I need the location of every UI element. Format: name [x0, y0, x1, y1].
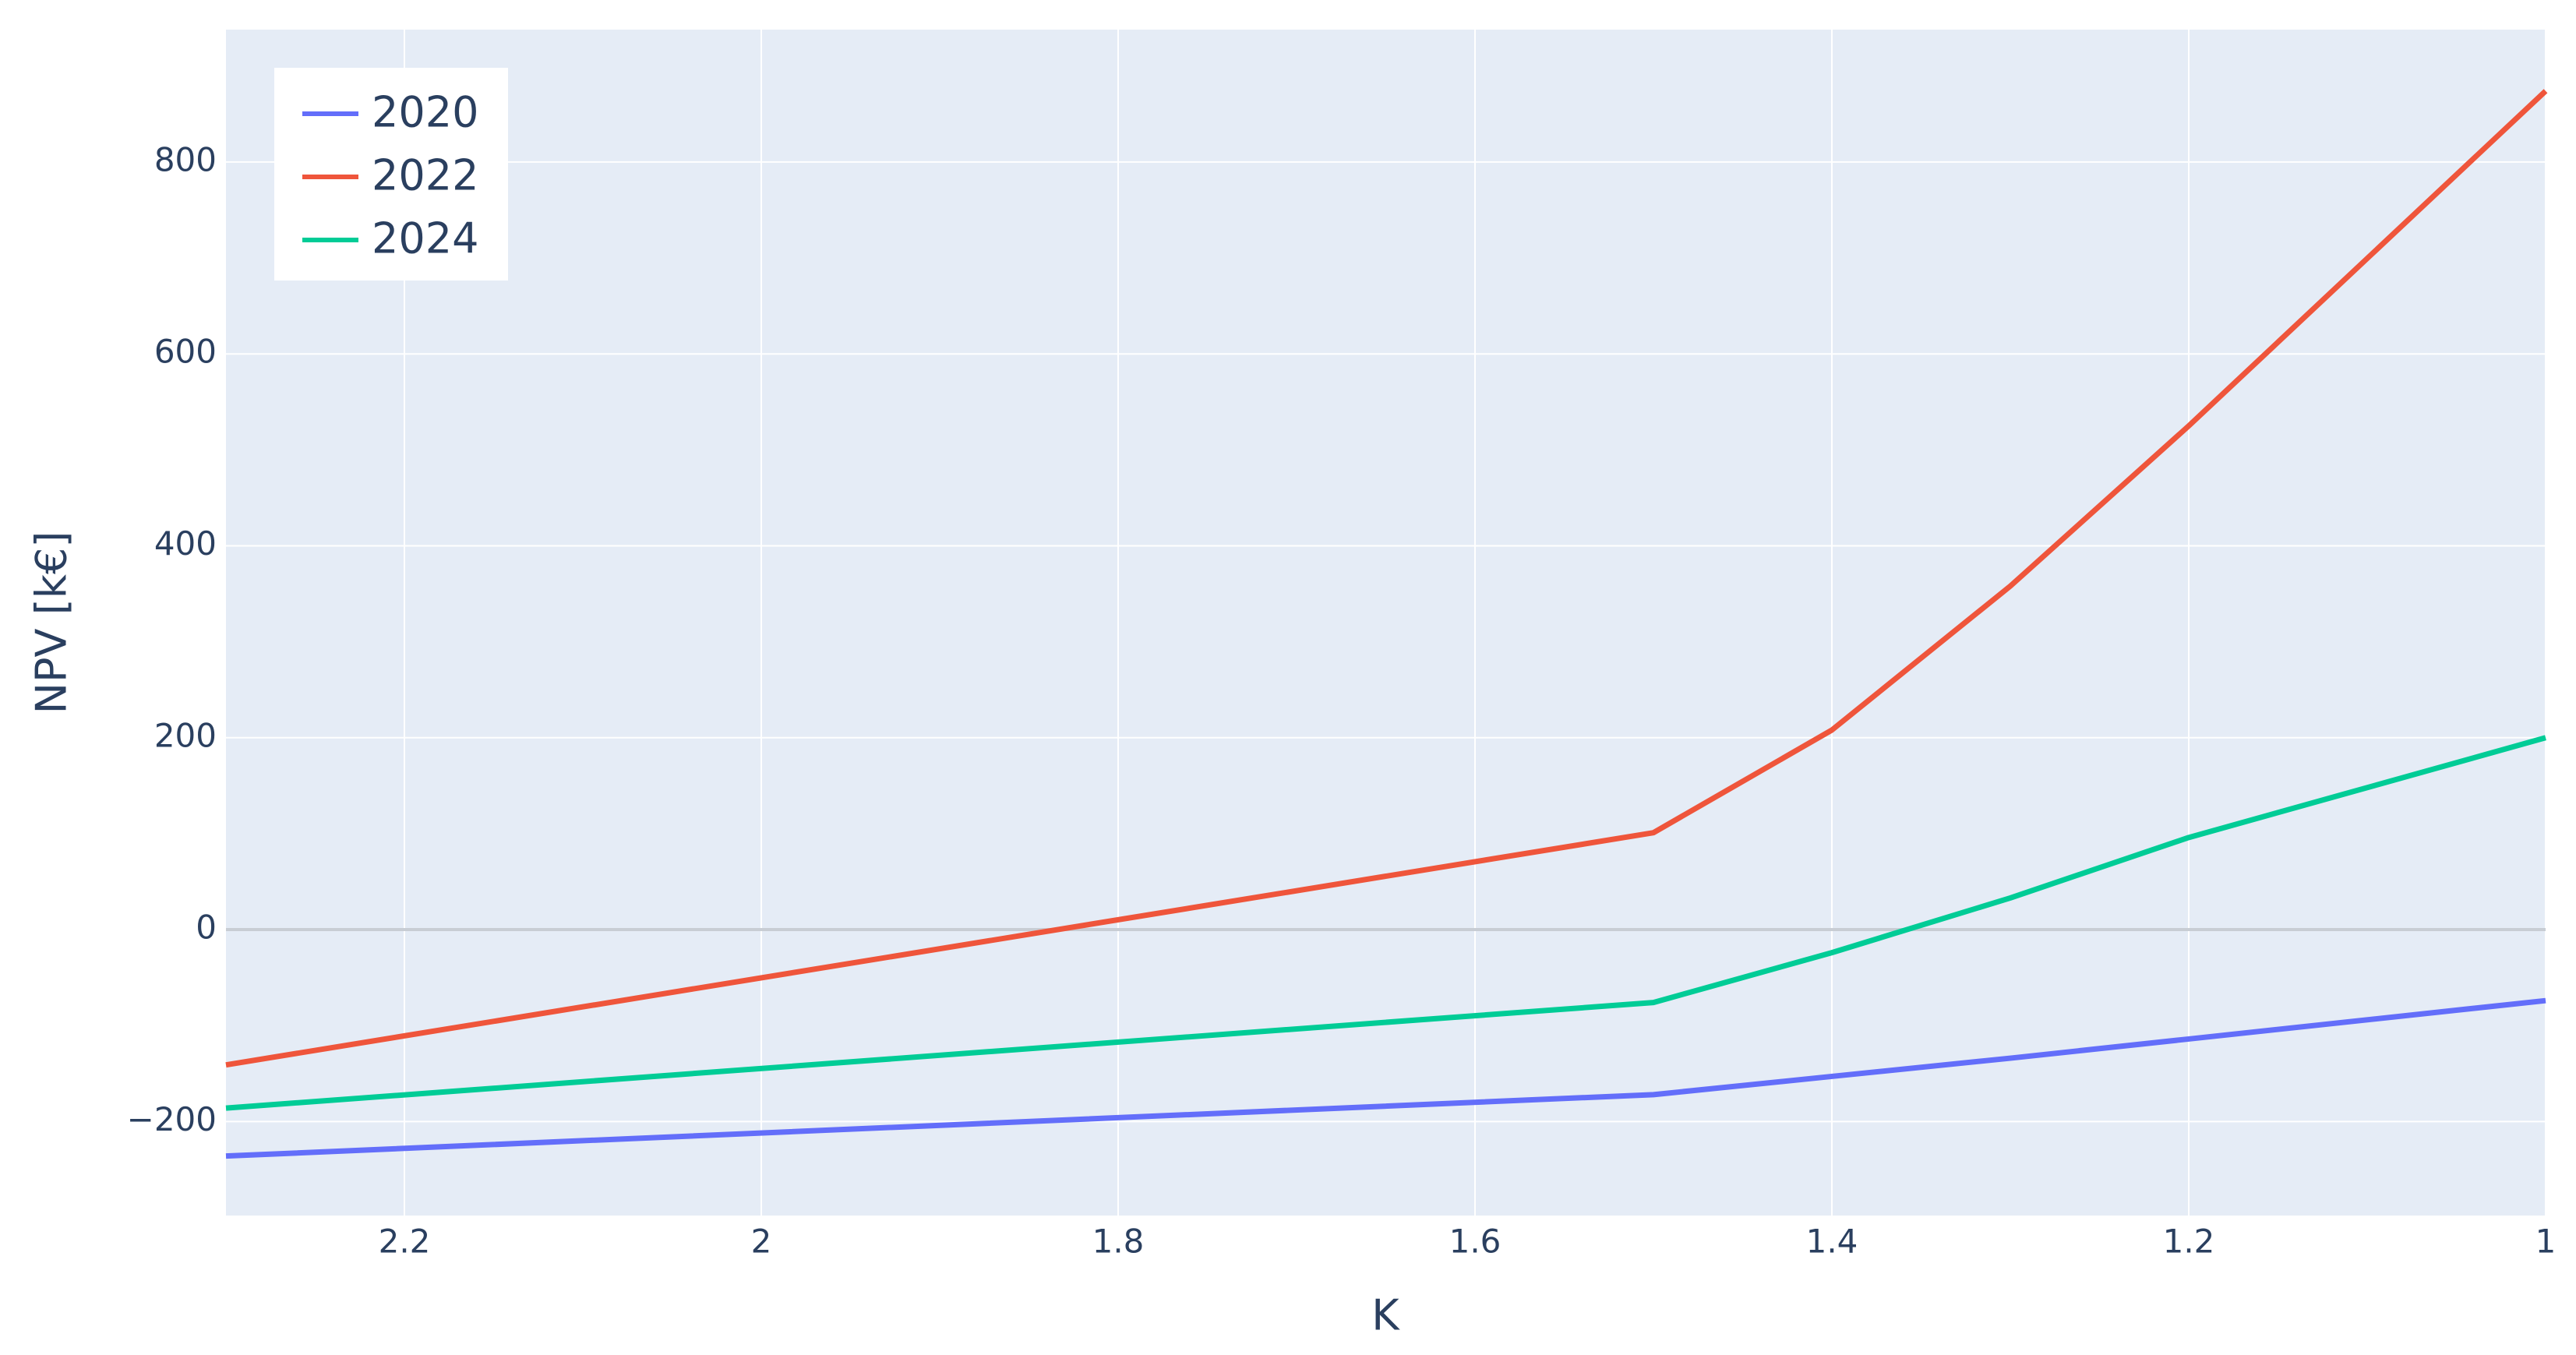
x-tick-label: 2 — [751, 1223, 772, 1261]
y-tick-label: 200 — [154, 716, 217, 754]
y-tick-label: 800 — [154, 140, 217, 178]
data-line — [225, 735, 2546, 1111]
x-tick-label: 1.6 — [1449, 1223, 1501, 1261]
x-tick-label: 1.4 — [1806, 1223, 1858, 1261]
y-tick-label: 400 — [154, 524, 217, 563]
x-axis-title: K — [1371, 1291, 1400, 1340]
x-tick-label: 2.2 — [379, 1223, 431, 1261]
x-tick-label: 1.2 — [2163, 1223, 2215, 1261]
legend: 2020 2022 2024 — [274, 68, 508, 281]
y-tick-label: 0 — [196, 909, 217, 947]
data-line — [225, 997, 2546, 1159]
plot-background — [226, 30, 2546, 1216]
y-tick-label: −200 — [127, 1100, 217, 1138]
legend-label: 2024 — [372, 214, 478, 263]
y-tick-label: 600 — [154, 333, 217, 371]
grid — [226, 30, 2546, 1216]
data-line — [225, 89, 2548, 1068]
x-tick-label: 1 — [2535, 1223, 2557, 1261]
legend-label: 2022 — [372, 151, 478, 200]
y-axis-title: NPV [k€] — [27, 531, 76, 715]
x-tick-label: 1.8 — [1092, 1223, 1145, 1261]
legend-box — [274, 68, 508, 281]
legend-label: 2020 — [372, 88, 478, 137]
